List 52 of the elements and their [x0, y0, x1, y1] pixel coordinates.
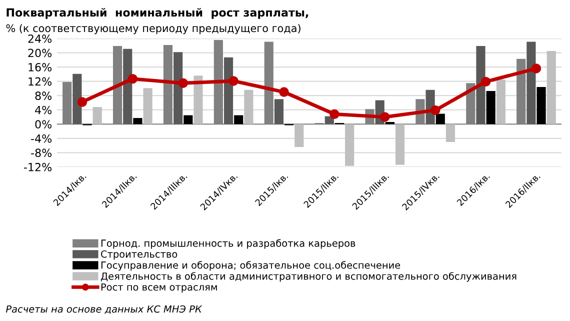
text: Расчеты на основе данных КС МНЭ РК: [6, 305, 202, 314]
legend-label: Госуправление и оборона; обязательное соц.обеспечение: [101, 261, 400, 271]
bar: [546, 51, 556, 124]
y-tick-label: 16%: [28, 63, 52, 72]
bar: [486, 90, 496, 124]
y-tick-label: -12%: [24, 162, 52, 172]
bar: [194, 76, 203, 124]
legend-label: Горнод. промышленность и разработка карьеров: [101, 239, 356, 249]
legend-label: Строительство: [101, 250, 178, 260]
bar: [496, 80, 506, 124]
chart-title: Поквартальный номинальный рост зарплаты,: [6, 8, 308, 19]
y-tick-label: 4%: [35, 106, 52, 114]
bar: [395, 124, 405, 165]
bar: [274, 99, 284, 124]
point: [228, 76, 238, 86]
bar: [536, 87, 546, 124]
bar: [294, 124, 304, 147]
point: [480, 76, 491, 87]
y-tick-label: 24%: [28, 34, 52, 43]
point: [531, 64, 542, 74]
bar: [244, 90, 254, 124]
bar: [123, 48, 132, 124]
bar: [174, 52, 183, 124]
bar: [385, 122, 394, 124]
point: [178, 78, 188, 88]
bar: [446, 124, 456, 142]
bar: [436, 114, 445, 124]
point: [380, 112, 390, 122]
bar: [92, 107, 102, 124]
y-tick-label: 20%: [28, 48, 52, 58]
bar: [526, 42, 536, 124]
chart-subtitle: % (к соответствующему периоду предыдущего года): [6, 24, 300, 34]
y-tick-label: 8%: [35, 92, 52, 100]
legend-label: Рост по всем отраслям: [101, 283, 217, 293]
bar: [72, 74, 82, 124]
y-tick-label: 12%: [28, 77, 52, 86]
point: [430, 105, 440, 116]
bar: [224, 57, 234, 124]
bar: [184, 115, 193, 124]
point: [279, 87, 289, 97]
bar: [234, 115, 244, 124]
bar: [345, 124, 354, 166]
point: [77, 97, 88, 107]
bar: [143, 88, 152, 124]
legend-label: Деятельность в области административного и вспомогательного обслуживания: [100, 272, 516, 282]
point: [330, 109, 340, 119]
bar: [476, 46, 486, 124]
y-tick-label: -4%: [31, 134, 52, 143]
bar: [133, 118, 142, 124]
point: [128, 74, 138, 84]
y-tick-label: -8%: [31, 148, 52, 158]
y-tick-label: 0%: [35, 120, 52, 128]
